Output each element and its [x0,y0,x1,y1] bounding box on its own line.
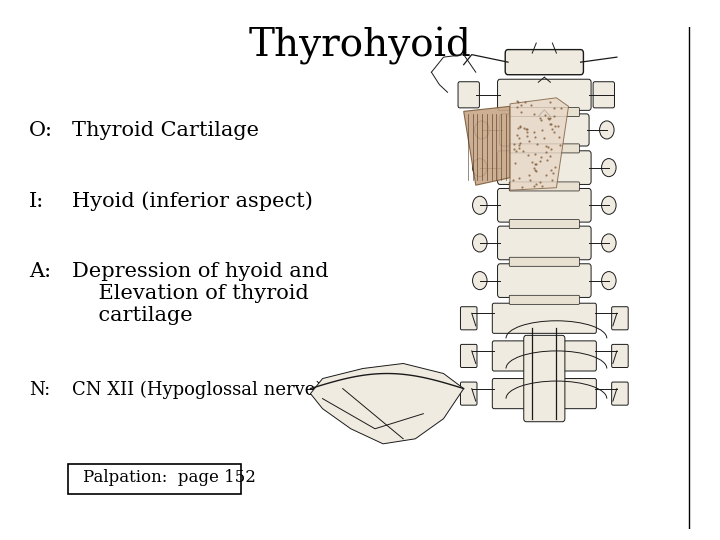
Text: Thyroid Cartilage: Thyroid Cartilage [72,122,259,140]
Circle shape [472,196,487,214]
Text: A:: A: [29,262,51,281]
Circle shape [472,272,487,289]
Circle shape [602,234,616,252]
FancyBboxPatch shape [593,82,614,108]
Circle shape [602,272,616,289]
FancyBboxPatch shape [509,257,580,266]
Text: Hyoid (inferior aspect): Hyoid (inferior aspect) [72,192,313,211]
Text: CN XII (Hypoglossal nerve): CN XII (Hypoglossal nerve) [72,381,323,399]
Circle shape [472,234,487,252]
Text: N:: N: [29,381,50,399]
FancyBboxPatch shape [492,379,596,409]
FancyBboxPatch shape [492,303,596,333]
FancyBboxPatch shape [509,144,580,153]
FancyBboxPatch shape [509,220,580,228]
Polygon shape [310,363,464,444]
Text: I:: I: [29,192,44,211]
FancyBboxPatch shape [498,264,591,298]
Text: Depression of hyoid and
    Elevation of thyroid
    cartilage: Depression of hyoid and Elevation of thy… [72,262,328,325]
FancyBboxPatch shape [612,382,628,405]
FancyBboxPatch shape [505,50,583,75]
Circle shape [600,121,614,139]
FancyBboxPatch shape [612,307,628,330]
Circle shape [602,196,616,214]
FancyBboxPatch shape [461,382,477,405]
Text: Palpation:  page 152: Palpation: page 152 [83,469,256,487]
FancyBboxPatch shape [458,82,480,108]
Polygon shape [510,98,569,190]
FancyBboxPatch shape [509,182,580,191]
FancyBboxPatch shape [498,151,591,185]
FancyBboxPatch shape [461,307,477,330]
Text: O:: O: [29,122,53,140]
FancyBboxPatch shape [492,341,596,371]
Bar [68,464,241,494]
FancyBboxPatch shape [500,114,589,146]
Circle shape [474,121,489,139]
Polygon shape [464,106,510,185]
FancyBboxPatch shape [509,107,580,117]
FancyBboxPatch shape [498,188,591,222]
FancyBboxPatch shape [461,345,477,368]
Circle shape [602,159,616,177]
Text: Thyrohyoid: Thyrohyoid [248,27,472,65]
FancyBboxPatch shape [498,79,591,110]
Circle shape [472,159,487,177]
FancyBboxPatch shape [498,226,591,260]
FancyBboxPatch shape [612,345,628,368]
FancyBboxPatch shape [523,335,565,422]
FancyBboxPatch shape [509,295,580,305]
